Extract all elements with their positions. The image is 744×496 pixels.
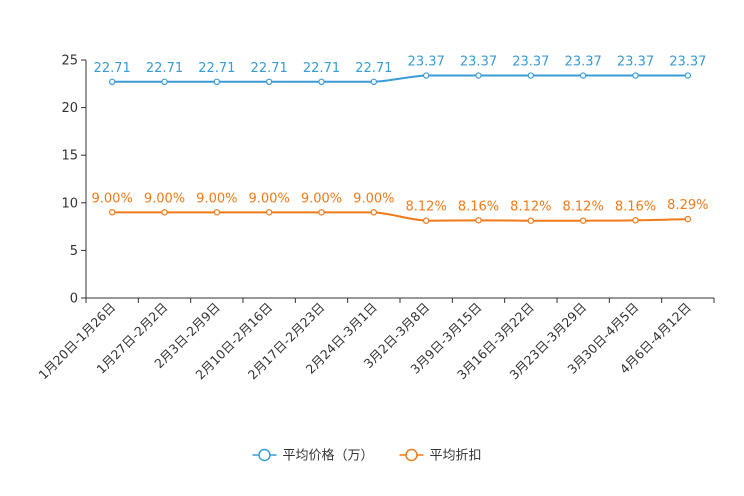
data-label: 22.71 <box>94 61 131 76</box>
data-label: 9.00% <box>249 191 290 206</box>
data-point <box>527 217 535 224</box>
data-label: 9.00% <box>144 191 185 206</box>
data-point <box>108 209 116 216</box>
data-label: 22.71 <box>146 61 183 76</box>
data-label: 9.00% <box>92 191 133 206</box>
legend: 平均价格（万） 平均折扣 <box>252 448 482 464</box>
data-point <box>475 72 482 79</box>
data-label: 8.29% <box>667 198 708 213</box>
data-point <box>527 72 535 79</box>
data-label: 23.37 <box>408 55 445 70</box>
data-label: 22.71 <box>251 61 288 76</box>
data-label: 8.16% <box>615 199 656 214</box>
data-point <box>318 209 325 216</box>
data-point <box>684 72 692 79</box>
data-label: 22.71 <box>198 61 235 76</box>
data-label: 9.00% <box>196 191 237 206</box>
y-tick-label: 15 <box>61 149 78 164</box>
data-label: 8.12% <box>406 200 447 215</box>
data-label: 22.71 <box>303 61 340 76</box>
data-point <box>632 72 639 79</box>
data-point <box>475 217 482 224</box>
data-label: 8.16% <box>458 199 499 214</box>
y-tick-label: 5 <box>70 244 78 259</box>
data-point <box>213 78 221 86</box>
legend-item-1[interactable]: 平均价格（万） <box>252 448 374 464</box>
data-point <box>579 72 587 79</box>
data-point <box>422 72 430 79</box>
data-label: 8.12% <box>510 200 551 215</box>
data-label: 23.37 <box>565 55 602 70</box>
data-label: 8.12% <box>563 200 604 215</box>
y-tick-label: 10 <box>61 196 78 211</box>
y-tick-label: 0 <box>70 292 78 307</box>
data-point <box>161 209 168 216</box>
data-point <box>579 217 587 224</box>
legend-label: 平均价格（万） <box>283 448 374 464</box>
data-label: 23.37 <box>460 55 497 70</box>
data-point <box>370 209 378 216</box>
legend-label: 平均折扣 <box>430 449 482 464</box>
legend-marker-icon <box>405 448 418 462</box>
legend-marker-icon <box>258 448 271 462</box>
data-label: 22.71 <box>355 61 392 76</box>
data-point <box>370 78 378 86</box>
data-point <box>422 217 430 224</box>
data-label: 23.37 <box>669 55 706 70</box>
series-line-1 <box>112 74 688 83</box>
data-label: 9.00% <box>353 191 394 206</box>
series-line-2 <box>112 211 688 222</box>
y-tick-label: 20 <box>61 101 78 116</box>
data-point <box>161 78 168 86</box>
legend-item-2[interactable]: 平均折扣 <box>399 448 482 464</box>
data-point <box>318 78 325 86</box>
y-tick-label: 25 <box>61 54 78 69</box>
data-label: 9.00% <box>301 191 342 206</box>
data-point <box>684 215 692 223</box>
data-point <box>265 78 273 86</box>
data-point <box>213 209 221 216</box>
data-label: 23.37 <box>617 55 654 70</box>
data-point <box>265 209 273 216</box>
data-point <box>632 217 639 224</box>
data-point <box>108 78 116 86</box>
data-label: 23.37 <box>512 55 549 70</box>
